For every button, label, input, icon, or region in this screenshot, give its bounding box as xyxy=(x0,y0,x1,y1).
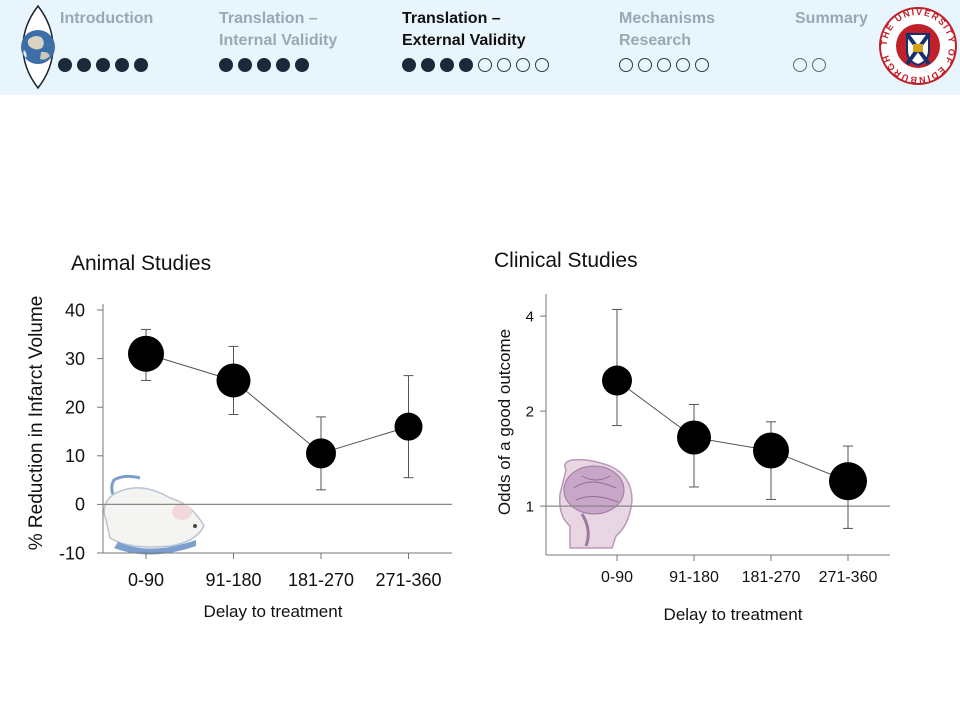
unvisited-slide-dot[interactable] xyxy=(535,58,549,72)
visited-slide-dot[interactable] xyxy=(421,58,435,72)
visited-slide-dot[interactable] xyxy=(440,58,454,72)
nav-section-label: Translation – xyxy=(219,10,318,27)
data-point xyxy=(753,432,789,469)
slide-progress-dots xyxy=(402,58,549,72)
nav-section-sublabel: Internal Validity xyxy=(219,32,338,49)
x-tick-label: 91-180 xyxy=(205,570,261,590)
nav-section-4[interactable]: Summary xyxy=(795,8,868,30)
data-point xyxy=(677,420,711,455)
visited-slide-dot[interactable] xyxy=(219,58,233,72)
nav-section-label: Translation – xyxy=(402,10,501,27)
rat-image xyxy=(103,474,205,555)
y-axis-title: Odds of a good outcome xyxy=(495,329,514,515)
unvisited-slide-dot[interactable] xyxy=(638,58,652,72)
y-tick-label: 10 xyxy=(65,446,85,466)
nav-section-1[interactable]: Translation – Internal Validity xyxy=(219,8,337,52)
visited-slide-dot[interactable] xyxy=(115,58,129,72)
nav-section-label: Summary xyxy=(795,10,868,27)
unvisited-slide-dot[interactable] xyxy=(619,58,633,72)
unvisited-slide-dot[interactable] xyxy=(812,58,826,72)
university-of-edinburgh-logo[interactable]: THE UNIVERSITY OF EDINBURGH xyxy=(878,6,958,86)
visited-slide-dot[interactable] xyxy=(295,58,309,72)
nav-section-0[interactable]: Introduction xyxy=(60,8,153,30)
series-line xyxy=(616,380,849,482)
nav-section-sublabel: External Validity xyxy=(402,32,526,49)
x-tick-label: 271-360 xyxy=(375,570,441,590)
unvisited-slide-dot[interactable] xyxy=(516,58,530,72)
unvisited-slide-dot[interactable] xyxy=(793,58,807,72)
brain-mri-image xyxy=(558,458,633,549)
nav-section-2[interactable]: Translation – External Validity xyxy=(402,8,526,52)
y-tick-label: 40 xyxy=(65,300,85,320)
visited-slide-dot[interactable] xyxy=(96,58,110,72)
visited-slide-dot[interactable] xyxy=(459,58,473,72)
unvisited-slide-dot[interactable] xyxy=(478,58,492,72)
unvisited-slide-dot[interactable] xyxy=(657,58,671,72)
x-tick-label: 271-360 xyxy=(819,569,878,586)
slide-progress-dots xyxy=(619,58,709,72)
x-tick-label: 0-90 xyxy=(601,569,633,586)
y-tick-label: 20 xyxy=(65,398,85,418)
unvisited-slide-dot[interactable] xyxy=(676,58,690,72)
visited-slide-dot[interactable] xyxy=(58,58,72,72)
nav-section-sublabel: Research xyxy=(619,32,692,49)
unvisited-slide-dot[interactable] xyxy=(695,58,709,72)
y-tick-label: 30 xyxy=(65,349,85,369)
data-point xyxy=(394,412,423,441)
data-point xyxy=(216,363,251,398)
y-tick-label: 0 xyxy=(75,495,85,515)
y-tick-label: 1 xyxy=(526,498,534,515)
clinical-chart-title: Clinical Studies xyxy=(494,249,638,272)
x-axis-title: Delay to treatment xyxy=(664,605,803,624)
y-tick-label: -10 xyxy=(59,543,85,563)
visited-slide-dot[interactable] xyxy=(402,58,416,72)
x-axis-title: Delay to treatment xyxy=(204,602,343,621)
slide-progress-dots xyxy=(793,58,826,72)
data-point xyxy=(306,438,336,469)
y-tick-label: 2 xyxy=(526,403,534,420)
series-line xyxy=(145,353,409,454)
data-point xyxy=(128,335,164,372)
visited-slide-dot[interactable] xyxy=(134,58,148,72)
animal-chart-title: Animal Studies xyxy=(71,252,212,275)
unvisited-slide-dot[interactable] xyxy=(497,58,511,72)
visited-slide-dot[interactable] xyxy=(276,58,290,72)
nav-section-label: Mechanisms xyxy=(619,10,716,27)
slide-progress-dots xyxy=(219,58,309,72)
nav-section-3[interactable]: Mechanisms Research xyxy=(619,8,715,52)
y-axis-title: % Reduction in Infarct Volume xyxy=(26,296,47,551)
visited-slide-dot[interactable] xyxy=(257,58,271,72)
y-tick-label: 4 xyxy=(526,308,534,325)
visited-slide-dot[interactable] xyxy=(77,58,91,72)
data-point xyxy=(829,462,867,501)
x-tick-label: 181-270 xyxy=(288,570,354,590)
animal-studies-chart: -10 0 10 20 30 40 0-90 91-180 181-270 271-360 Dela… xyxy=(26,296,452,621)
nav-section-label: Introduction xyxy=(60,10,154,27)
clinical-studies-chart: 1 2 4 0-90 91-180 181-270 271-360 Delay to trea… xyxy=(495,294,890,624)
x-tick-label: 0-90 xyxy=(128,570,164,590)
x-tick-label: 91-180 xyxy=(669,569,719,586)
globe-icon[interactable] xyxy=(8,4,68,90)
slide-progress-dots xyxy=(58,58,148,72)
navigation-header: Introduction Translation – Internal Validi… xyxy=(0,0,960,95)
data-point xyxy=(602,365,632,396)
visited-slide-dot[interactable] xyxy=(238,58,252,72)
x-tick-label: 181-270 xyxy=(742,569,801,586)
